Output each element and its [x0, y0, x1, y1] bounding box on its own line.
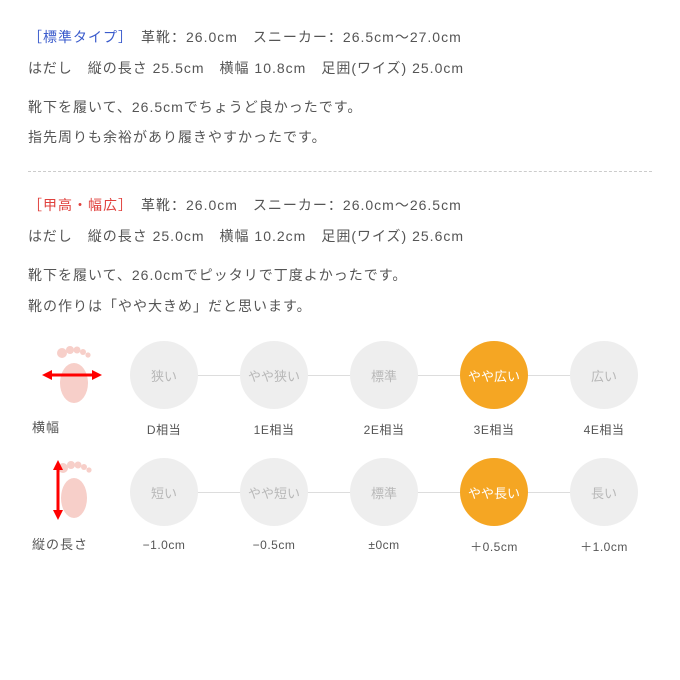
scale-item: やや短い −0.5cm — [226, 458, 322, 555]
section2-label: ［甲高・幅広］ — [28, 197, 126, 213]
length-arrow-icon — [53, 460, 63, 520]
scale-sublabel: 2E相当 — [364, 421, 405, 438]
length-foot-icon — [40, 458, 104, 522]
length-axis-label: 縦の長さ — [28, 534, 116, 553]
section2-body2: 靴の作りは「やや大きめ」だと思います。 — [28, 291, 652, 322]
foot-shape — [58, 461, 92, 518]
section2-line1: ［甲高・幅広］ 革靴：26.0cm スニーカー：26.0cm〜26.5cm — [28, 190, 652, 221]
section2-body1: 靴下を履いて、26.0cmでピッタリで丁度よかったです。 — [28, 260, 652, 291]
section2-line1-rest: 革靴：26.0cm スニーカー：26.0cm〜26.5cm — [126, 197, 462, 213]
scale-item: やや広い 3E相当 — [446, 341, 542, 438]
width-scale-icon-col: 横幅 — [28, 341, 116, 436]
scale-circle-active: やや広い — [460, 341, 528, 409]
scale-sublabel: 4E相当 — [584, 421, 625, 438]
scale-item: 長い ＋1.0cm — [556, 458, 652, 555]
section1-body2: 指先周りも余裕があり履きやすかったです。 — [28, 122, 652, 153]
section1-body: 靴下を履いて、26.5cmでちょうど良かったです。 指先周りも余裕があり履きやす… — [28, 92, 652, 154]
scale-sublabel: ±0cm — [368, 538, 399, 552]
section-wide: ［甲高・幅広］ 革靴：26.0cm スニーカー：26.0cm〜26.5cm はだ… — [28, 190, 652, 321]
scale-sublabel: ＋0.5cm — [470, 538, 518, 555]
section1-line2: はだし 縦の長さ 25.5cm 横幅 10.8cm 足囲(ワイズ) 25.0cm — [28, 53, 652, 84]
scale-circle: 狭い — [130, 341, 198, 409]
section2-line2: はだし 縦の長さ 25.0cm 横幅 10.2cm 足囲(ワイズ) 25.6cm — [28, 221, 652, 252]
scale-circle: 長い — [570, 458, 638, 526]
section1-line1-rest: 革靴：26.0cm スニーカー：26.5cm〜27.0cm — [126, 29, 462, 45]
scale-item: 狭い D相当 — [116, 341, 212, 438]
section2-body: 靴下を履いて、26.0cmでピッタリで丁度よかったです。 靴の作りは「やや大きめ… — [28, 260, 652, 322]
scale-item: 標準 2E相当 — [336, 341, 432, 438]
section1-label: ［標準タイプ］ — [28, 29, 126, 45]
scale-sublabel: 1E相当 — [254, 421, 295, 438]
scale-item: やや長い ＋0.5cm — [446, 458, 542, 555]
scale-item: 広い 4E相当 — [556, 341, 652, 438]
scale-circle-active: やや長い — [460, 458, 528, 526]
length-scale-items: 短い −1.0cm やや短い −0.5cm 標準 ±0cm やや長い ＋0.5cm 長い ＋1.0… — [116, 458, 652, 555]
section-standard: ［標準タイプ］ 革靴：26.0cm スニーカー：26.5cm〜27.0cm はだ… — [28, 22, 652, 153]
width-axis-label: 横幅 — [28, 417, 116, 436]
width-scale: 横幅 狭い D相当 やや狭い 1E相当 標準 2E相当 やや広い 3E相当 広い 4E相当 — [28, 341, 652, 438]
scale-circle: 標準 — [350, 458, 418, 526]
scale-circle: やや短い — [240, 458, 308, 526]
width-scale-items: 狭い D相当 やや狭い 1E相当 標準 2E相当 やや広い 3E相当 広い 4E相当 — [116, 341, 652, 438]
section1-body1: 靴下を履いて、26.5cmでちょうど良かったです。 — [28, 92, 652, 123]
scale-item: やや狭い 1E相当 — [226, 341, 322, 438]
scale-item: 短い −1.0cm — [116, 458, 212, 555]
scale-circle: 広い — [570, 341, 638, 409]
section1-line1: ［標準タイプ］ 革靴：26.0cm スニーカー：26.5cm〜27.0cm — [28, 22, 652, 53]
scale-circle: やや狭い — [240, 341, 308, 409]
scale-sublabel: ＋1.0cm — [580, 538, 628, 555]
scale-circle: 標準 — [350, 341, 418, 409]
divider — [28, 171, 652, 172]
scale-sublabel: 3E相当 — [474, 421, 515, 438]
width-foot-icon — [40, 341, 104, 405]
scale-circle: 短い — [130, 458, 198, 526]
length-scale: 縦の長さ 短い −1.0cm やや短い −0.5cm 標準 ±0cm やや長い ＋0.5cm 長… — [28, 458, 652, 555]
scale-item: 標準 ±0cm — [336, 458, 432, 555]
scale-sublabel: −0.5cm — [253, 538, 296, 552]
scale-sublabel: D相当 — [147, 421, 181, 438]
length-scale-icon-col: 縦の長さ — [28, 458, 116, 553]
scale-sublabel: −1.0cm — [143, 538, 186, 552]
